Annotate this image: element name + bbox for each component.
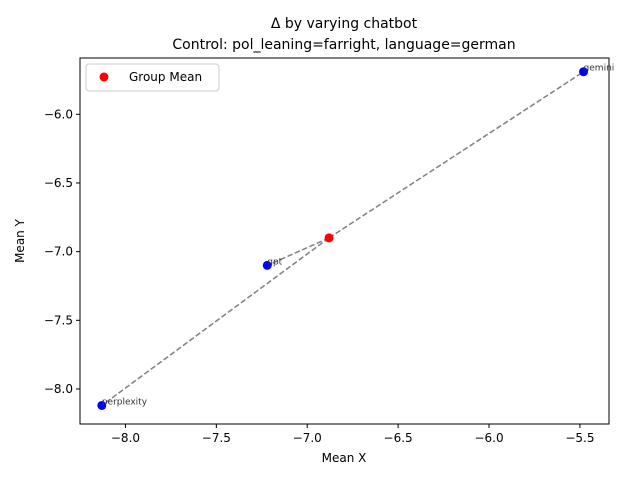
data-point-gemini — [579, 67, 589, 77]
legend-marker — [99, 72, 109, 82]
data-point-perplexity — [97, 400, 107, 410]
plot-area-frame — [79, 57, 610, 425]
x-tick-label: −7.0 — [293, 431, 322, 445]
x-axis-label: Mean X — [322, 451, 367, 465]
x-tick-label: −5.5 — [565, 431, 594, 445]
data-point-gpt — [262, 260, 272, 270]
x-tick-label: −6.5 — [384, 431, 413, 445]
point-label-gpt: gpt — [267, 257, 282, 267]
markers — [97, 67, 589, 410]
chart-title-line1: Δ by varying chatbot — [271, 16, 418, 32]
x-axis-ticks: −8.0 −7.5 −7.0 −6.5 −6.0 −5.5 — [111, 424, 594, 445]
connector-line-gemini — [328, 71, 584, 239]
y-axis-label: Mean Y — [13, 218, 27, 263]
y-tick-label: −7.0 — [44, 245, 73, 259]
legend-box — [85, 63, 220, 92]
connector-line-gpt — [266, 237, 330, 267]
point-label-gemini: gemini — [584, 64, 615, 74]
group-mean-point — [324, 233, 334, 243]
connector-lines — [101, 71, 584, 407]
connector-line-perplexity — [101, 237, 330, 407]
point-label-perplexity: perplexity — [102, 397, 148, 407]
chart-title-line2: Control: pol_leaning=farright, language=… — [172, 37, 515, 53]
y-tick-label: −7.5 — [44, 313, 73, 327]
y-tick-label: −6.0 — [44, 107, 73, 121]
y-tick-label: −8.0 — [44, 382, 73, 396]
legend: Group Mean — [85, 63, 220, 92]
legend-label: Group Mean — [129, 70, 202, 84]
point-labels: gemini gpt perplexity — [102, 64, 614, 408]
y-axis-ticks: −8.0 −7.5 −7.0 −6.5 −6.0 — [44, 107, 80, 396]
x-tick-label: −6.0 — [474, 431, 503, 445]
x-tick-label: −7.5 — [202, 431, 231, 445]
x-tick-label: −8.0 — [111, 431, 140, 445]
y-tick-label: −6.5 — [44, 176, 73, 190]
